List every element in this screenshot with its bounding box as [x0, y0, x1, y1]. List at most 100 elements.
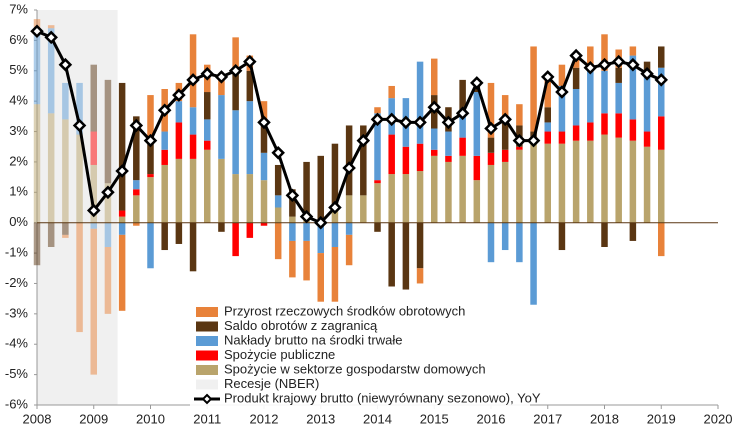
bar-segment [601, 34, 608, 71]
bar-segment [388, 85, 395, 99]
bar-segment [303, 222, 310, 241]
bar-segment [416, 143, 424, 172]
bar-segment [274, 207, 282, 223]
bar-segment [530, 222, 537, 305]
line-marker [257, 115, 271, 130]
bar-segment [544, 143, 551, 223]
line-marker [72, 118, 87, 133]
bar-segment [317, 253, 324, 302]
line-marker [356, 133, 371, 148]
y-tick-label: 4% [9, 93, 28, 108]
bar-segment [587, 122, 594, 141]
bar-segment [175, 122, 183, 159]
bar-segment [204, 140, 211, 150]
bar-segment [615, 67, 622, 83]
bar-segment [516, 149, 523, 223]
bar-segment [544, 107, 551, 123]
bar-segment [615, 113, 622, 138]
bar-segment [76, 134, 83, 223]
x-tick-label: 2014 [363, 411, 392, 426]
bar-segment [47, 25, 55, 29]
bar-segment [544, 122, 551, 132]
bar-segment [587, 140, 594, 223]
bar-segment [587, 70, 594, 123]
bar-segment [218, 79, 225, 96]
bar-segment [47, 28, 55, 114]
bar-segment [615, 137, 622, 223]
bar-segment [445, 161, 452, 223]
bar-segment [431, 128, 438, 150]
line-marker [214, 70, 229, 84]
bar-segment [459, 137, 466, 156]
bar-segment [33, 104, 41, 223]
legend-swatch [196, 350, 218, 361]
bar-segment [147, 222, 154, 269]
bar-segment [402, 174, 410, 223]
line-marker [86, 203, 101, 218]
bar-segment [289, 240, 296, 278]
y-tick-label: 7% [9, 1, 28, 16]
bar-segment [658, 149, 665, 223]
bar-segment [104, 79, 112, 184]
bar-segment [331, 222, 339, 247]
bar-segment [62, 82, 69, 120]
bar-segment [516, 222, 523, 263]
bar-segment [133, 116, 140, 181]
bar-segment [189, 158, 197, 223]
bar-segment [289, 222, 296, 241]
bar-segment [317, 222, 324, 254]
bar-segment [274, 195, 282, 208]
legend-swatch [196, 336, 218, 346]
bar-segment [331, 143, 339, 205]
line-marker [115, 164, 129, 178]
y-tick-label: -6% [5, 396, 29, 411]
line-marker [342, 161, 356, 175]
bar-segment [260, 222, 268, 226]
line-marker [370, 112, 385, 127]
line-marker [200, 67, 215, 81]
bar-segment [274, 164, 282, 196]
bar-segment [90, 131, 97, 165]
bar-segment [175, 222, 183, 244]
bar-segment [47, 113, 55, 223]
bar-segment [544, 131, 551, 144]
y-tick-label: 3% [9, 123, 28, 138]
bar-segment [544, 76, 551, 108]
bar-segment [629, 140, 637, 223]
bar-segment [487, 222, 495, 263]
bar-segment [118, 222, 126, 235]
line-marker [271, 146, 285, 160]
line-marker [484, 121, 498, 136]
line-marker [569, 48, 583, 63]
bar-segment [90, 64, 97, 132]
line-marker [313, 215, 328, 230]
line-marker [101, 185, 115, 200]
y-tick-label: -3% [5, 305, 29, 320]
bar-segment [360, 125, 367, 196]
bar-segment [374, 107, 381, 114]
bar-segment [643, 131, 651, 147]
line-marker [228, 64, 243, 78]
bar-segment [232, 110, 239, 175]
bar-segment [658, 46, 665, 68]
line-marker [583, 60, 598, 75]
x-tick-label: 2012 [250, 411, 279, 426]
bar-segment [530, 143, 537, 223]
line-marker [540, 70, 555, 84]
y-tick-label: 1% [9, 184, 28, 199]
bar-segment [374, 183, 381, 223]
bar-segment [303, 161, 310, 220]
legend-label: Saldo obrotów z zagranicą [224, 318, 378, 333]
bar-segment [246, 222, 254, 238]
legend-swatch [196, 379, 218, 390]
legend-marker [201, 393, 213, 405]
bar-segment [629, 46, 637, 56]
bar-segment [431, 149, 438, 156]
bar-segment [445, 131, 452, 156]
bar-segment [246, 174, 254, 223]
bar-segment [104, 222, 112, 247]
bar-segment [345, 125, 353, 196]
y-tick-label: -4% [5, 336, 29, 351]
bar-segment [289, 189, 296, 217]
